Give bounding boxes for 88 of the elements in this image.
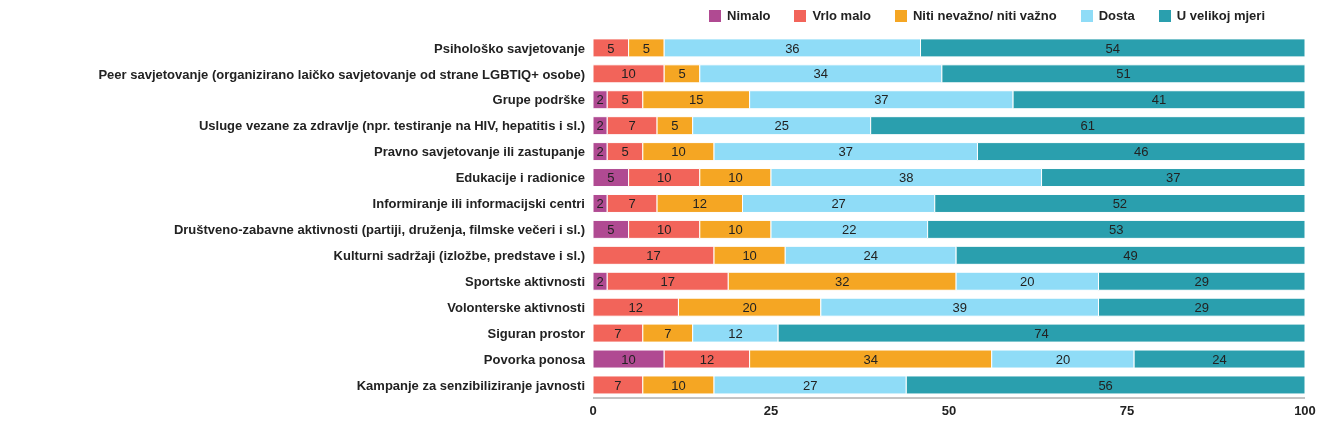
legend-label: Nimalo: [727, 8, 771, 23]
y-tick-label: Sportske aktivnosti: [465, 273, 585, 289]
data-label: 10: [621, 351, 636, 367]
data-label: 10: [671, 144, 686, 160]
data-label: 20: [1055, 351, 1071, 367]
data-label: 5: [671, 118, 679, 134]
data-label: 7: [664, 325, 672, 341]
data-label: 37: [874, 92, 889, 108]
data-label: 10: [656, 222, 672, 237]
y-tick-label: Usluge vezane za zdravlje (npr. testiranje na HIV, hepatitis i sl.): [198, 118, 585, 134]
data-label: 12: [692, 196, 708, 212]
y-tick-label: Grupe podrške: [492, 92, 585, 108]
data-label: 17: [646, 247, 661, 263]
x-tick-label: 0: [589, 403, 597, 419]
data-label: 17: [660, 273, 675, 289]
y-tick-label: Kulturni sadržaji (izložbe, predstave i sl.): [333, 248, 585, 264]
data-label: 2: [596, 118, 604, 134]
data-label: 36: [785, 40, 800, 56]
data-label: 51: [1116, 66, 1131, 82]
data-label: 2: [596, 92, 604, 108]
data-label: 37: [1166, 170, 1181, 186]
data-label: 22: [842, 222, 857, 237]
data-label: 53: [1109, 222, 1124, 237]
data-label: 34: [863, 351, 878, 367]
y-tick-label: Siguran prostor: [487, 325, 585, 341]
data-label: 52: [1112, 196, 1128, 212]
data-label: 29: [1194, 273, 1209, 289]
data-label: 10: [621, 66, 636, 82]
data-label: 39: [952, 299, 967, 315]
data-label: 5: [621, 92, 629, 108]
data-label: 54: [1105, 40, 1120, 56]
data-label: 49: [1123, 247, 1138, 263]
data-label: 12: [699, 351, 715, 367]
y-tick-label: Pravno savjetovanje ili zastupanje: [374, 144, 585, 160]
data-label: 29: [1194, 299, 1209, 315]
data-label: 5: [642, 40, 651, 56]
data-label: 27: [831, 196, 846, 212]
y-tick-label: Povorka ponosa: [483, 351, 586, 367]
data-label: 10: [656, 170, 672, 186]
data-label: 41: [1151, 92, 1167, 108]
data-label: 46: [1134, 144, 1149, 160]
data-label: 10: [742, 247, 757, 263]
data-label: 34: [813, 66, 829, 82]
legend-label: Dosta: [1098, 8, 1135, 23]
data-label: 10: [728, 170, 743, 186]
data-label: 5: [621, 144, 629, 160]
data-label: 20: [1020, 273, 1035, 289]
data-label: 32: [834, 273, 850, 289]
data-label: 5: [607, 222, 615, 237]
data-label: 7: [614, 325, 622, 341]
data-label: 10: [728, 222, 743, 237]
data-label: 61: [1080, 118, 1096, 134]
data-label: 20: [742, 299, 757, 315]
data-label: 38: [899, 170, 914, 186]
data-label: 7: [628, 118, 636, 134]
y-tick-label: Volonterske aktivnosti: [447, 299, 585, 315]
x-tick-label: 75: [1119, 403, 1135, 419]
y-tick-label: Društveno-zabavne aktivnosti (partiji, druženja, filmske večeri i sl.): [173, 222, 585, 238]
series-label: U velikoj mjeri: [1176, 8, 1265, 23]
x-tick-label: 25: [763, 403, 779, 419]
data-label: 10: [671, 377, 686, 393]
legend-label: Niti nevažno/ niti važno: [912, 8, 1057, 23]
data-label: 5: [607, 170, 615, 186]
data-label: 12: [628, 299, 643, 315]
data-label: 24: [1212, 351, 1227, 367]
data-label: 7: [614, 377, 622, 393]
data-label: 24: [863, 247, 878, 263]
legend-label: Vrlo malo: [812, 8, 871, 23]
data-label: 7: [628, 196, 636, 212]
data-label: 5: [678, 66, 686, 82]
data-label: 2: [596, 144, 604, 160]
data-label: 27: [802, 377, 818, 393]
x-tick-label: 100: [1294, 403, 1316, 419]
data-label: 15: [689, 92, 704, 108]
data-label: 25: [774, 118, 789, 134]
data-label: 2: [596, 273, 604, 289]
y-tick-label: Edukacije i radionice: [455, 170, 585, 186]
data-label: 37: [838, 144, 853, 160]
y-tick-label: Informiranje ili informacijski centri: [372, 196, 585, 212]
data-label: 12: [728, 325, 743, 341]
data-label: 56: [1098, 377, 1113, 393]
y-tick-label: Psihološko savjetovanje: [433, 40, 585, 56]
y-tick-label: Peer savjetovanje (organizirano laičko savjetovanje od strane LGBTIQ+ osobe): [98, 66, 585, 82]
x-tick-label: 50: [941, 403, 957, 419]
data-label: 2: [596, 196, 604, 212]
data-label: 74: [1034, 325, 1049, 341]
y-tick-label: Kampanje za senzibiliziranje javnosti: [356, 377, 585, 393]
data-label: 5: [607, 40, 615, 56]
